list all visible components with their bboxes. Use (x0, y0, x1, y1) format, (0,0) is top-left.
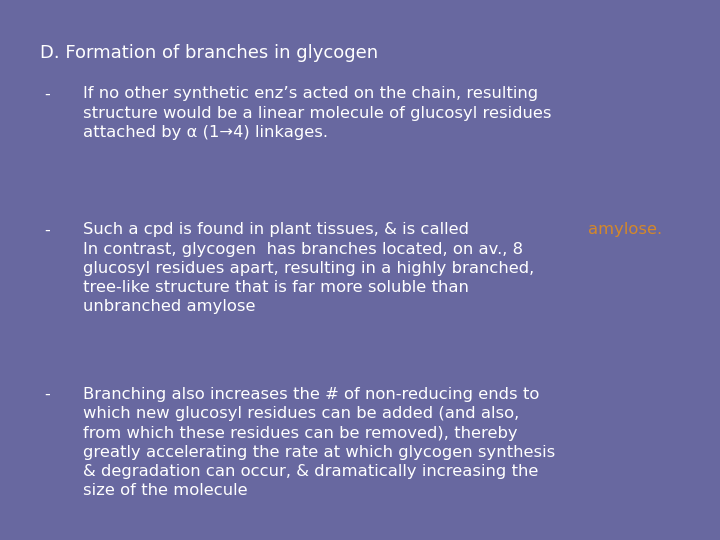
Text: amylose.: amylose. (588, 222, 662, 238)
Text: In contrast, glycogen  has branches located, on av., 8
glucosyl residues apart, : In contrast, glycogen has branches locat… (83, 222, 534, 314)
Text: -: - (45, 86, 50, 102)
Text: Branching also increases the # of non-reducing ends to
which new glucosyl residu: Branching also increases the # of non-re… (83, 387, 555, 498)
Text: D. Formation of branches in glycogen: D. Formation of branches in glycogen (40, 44, 378, 62)
Text: -: - (45, 387, 50, 402)
Text: -: - (45, 222, 50, 238)
Text: Such a cpd is found in plant tissues, & is called: Such a cpd is found in plant tissues, & … (83, 222, 474, 238)
Text: If no other synthetic enz’s acted on the chain, resulting
structure would be a l: If no other synthetic enz’s acted on the… (83, 86, 552, 140)
